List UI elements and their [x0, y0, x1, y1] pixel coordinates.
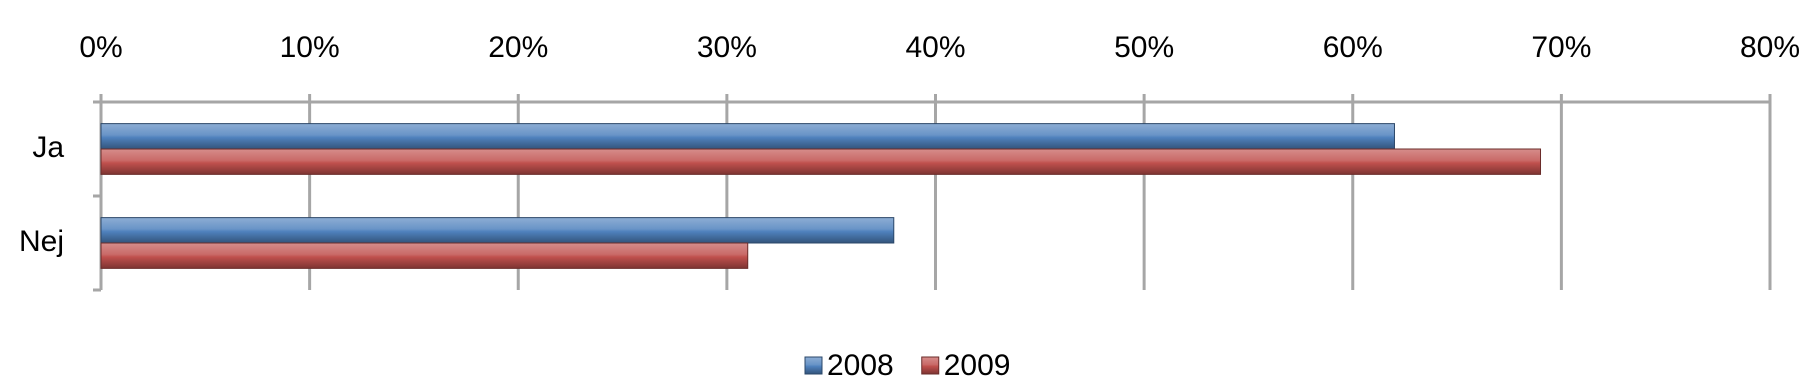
bar — [100, 123, 1395, 150]
legend-label: 2008 — [827, 349, 894, 382]
bar — [100, 217, 895, 244]
x-tick-label: 80% — [1740, 31, 1800, 64]
legend-marker — [804, 356, 823, 375]
legend-marker — [921, 356, 940, 375]
x-tick-label: 40% — [905, 31, 965, 64]
legend-label: 2009 — [944, 349, 1011, 382]
bar — [100, 148, 1542, 175]
x-tick-label: 0% — [79, 31, 122, 64]
y-tick-label: Nej — [19, 225, 64, 258]
x-tick-label: 30% — [697, 31, 757, 64]
y-tick-label: Ja — [32, 131, 64, 164]
x-tick-label: 70% — [1531, 31, 1591, 64]
bar — [100, 242, 749, 269]
x-tick-label: 60% — [1323, 31, 1383, 64]
x-tick-label: 10% — [280, 31, 340, 64]
x-tick-label: 20% — [488, 31, 548, 64]
x-tick-label: 50% — [1114, 31, 1174, 64]
